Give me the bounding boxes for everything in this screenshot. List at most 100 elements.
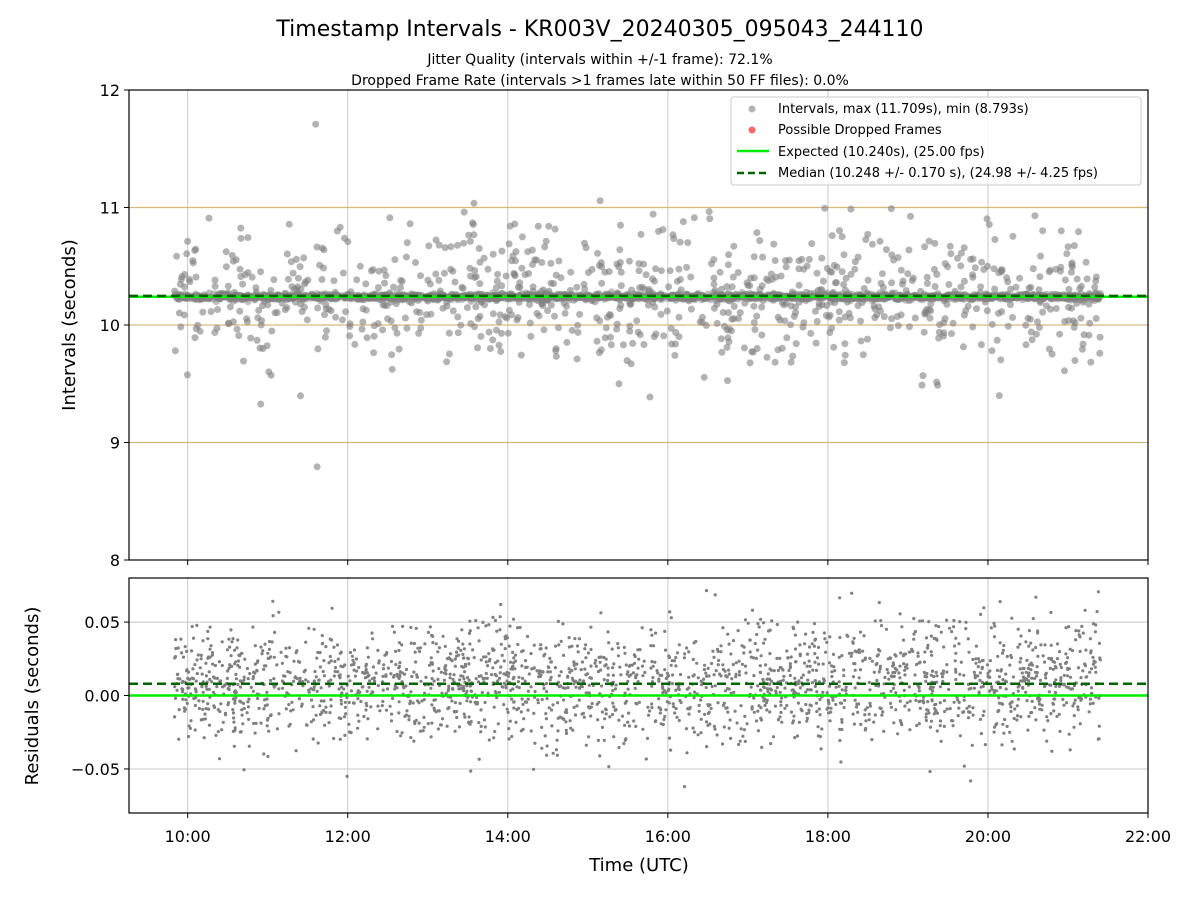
residual-point: [825, 691, 829, 695]
residual-point: [414, 660, 418, 664]
interval-point: [960, 277, 968, 285]
residual-point: [1095, 610, 1099, 614]
residual-point: [414, 626, 418, 630]
residual-point: [667, 655, 672, 660]
residual-point: [531, 767, 536, 771]
residual-point: [924, 679, 928, 684]
residual-point: [457, 639, 461, 643]
residual-point: [493, 729, 497, 734]
residual-point: [929, 634, 934, 638]
interval-point: [386, 214, 394, 222]
residual-point: [333, 659, 337, 664]
interval-point: [995, 309, 1002, 317]
interval-point: [247, 334, 255, 342]
interval-point: [543, 296, 551, 304]
residual-point: [257, 706, 261, 711]
residual-point: [532, 643, 536, 647]
residual-point: [1005, 724, 1009, 729]
residual-point: [433, 698, 437, 702]
residual-point: [1085, 675, 1089, 679]
residual-point: [544, 712, 548, 716]
residual-point: [1030, 676, 1034, 680]
residual-point: [1083, 664, 1087, 668]
residual-point: [669, 748, 673, 752]
interval-point: [841, 340, 849, 348]
residual-point: [206, 702, 210, 706]
interval-point: [1077, 282, 1085, 290]
interval-point: [391, 324, 399, 332]
residual-point: [779, 700, 783, 704]
interval-point: [851, 265, 859, 273]
residual-point: [348, 650, 353, 655]
residual-point: [190, 676, 194, 680]
residual-point: [240, 651, 244, 656]
residual-point: [823, 637, 827, 641]
residual-point: [557, 685, 561, 689]
interval-point: [782, 257, 790, 265]
residual-point: [412, 641, 416, 646]
interval-point: [888, 279, 896, 287]
residual-point: [779, 703, 783, 707]
residual-point: [976, 665, 980, 669]
interval-point: [498, 282, 506, 290]
residual-point: [336, 670, 340, 674]
residual-point: [455, 715, 459, 720]
residual-point: [673, 711, 677, 715]
interval-point: [470, 199, 478, 207]
residual-point: [394, 662, 398, 667]
residual-point: [851, 675, 856, 679]
residual-point: [627, 711, 631, 715]
residual-point: [1066, 674, 1070, 678]
interval-point: [894, 322, 902, 330]
residual-point: [450, 699, 454, 703]
interval-point: [318, 276, 326, 283]
interval-point: [1070, 323, 1078, 331]
residual-point: [877, 600, 881, 605]
residual-point: [347, 722, 351, 726]
residual-point: [214, 733, 218, 738]
residual-point: [404, 667, 409, 672]
residual-point: [253, 671, 257, 675]
interval-point: [524, 248, 532, 256]
residual-point: [193, 663, 197, 667]
interval-point: [741, 299, 749, 307]
interval-point: [875, 303, 883, 311]
residual-point: [759, 706, 763, 710]
residual-point: [288, 722, 292, 726]
residual-point: [705, 674, 709, 678]
interval-point: [184, 237, 192, 245]
residual-point: [1002, 731, 1006, 735]
residual-point: [822, 631, 827, 635]
residual-point: [957, 706, 961, 710]
interval-point: [467, 320, 475, 328]
residual-point: [404, 684, 408, 688]
interval-point: [946, 242, 954, 250]
residual-point: [647, 713, 651, 717]
residual-point: [1078, 649, 1082, 654]
legend-item-median: Median (10.248 +/- 0.170 s), (24.98 +/- …: [778, 166, 1098, 181]
residual-point: [713, 727, 717, 731]
residual-point: [916, 651, 920, 655]
residual-point: [516, 626, 520, 630]
interval-point: [322, 305, 330, 313]
interval-point: [192, 245, 200, 253]
residual-point: [547, 706, 551, 710]
interval-point: [787, 321, 795, 329]
residual-point: [997, 675, 1002, 679]
interval-point: [175, 309, 183, 317]
residual-point: [962, 698, 966, 702]
residual-point: [356, 726, 360, 730]
residual-point: [557, 643, 561, 647]
residual-point: [907, 685, 912, 689]
residual-point: [480, 690, 484, 695]
interval-point: [1036, 273, 1044, 281]
interval-point: [677, 286, 685, 294]
residual-point: [180, 690, 185, 694]
residual-point: [667, 736, 672, 740]
residual-point: [943, 709, 947, 714]
residual-point: [758, 670, 763, 675]
residual-point: [536, 698, 540, 702]
interval-point: [379, 326, 387, 334]
residual-point: [395, 729, 399, 734]
residual-point: [1037, 702, 1042, 706]
